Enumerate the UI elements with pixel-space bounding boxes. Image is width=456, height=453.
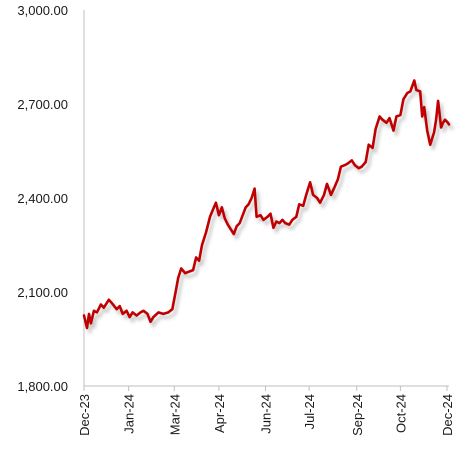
x-tick-label: Apr-24 [212,394,227,433]
x-tick-label: Oct-24 [393,394,408,433]
x-tick-label: Sep-24 [350,394,365,436]
y-tick-label: 2,700.00 [17,97,68,112]
x-tick-label: Jan-24 [122,394,137,434]
y-tick-label: 1,800.00 [17,379,68,394]
series-line [82,79,451,330]
y-tick-label: 2,400.00 [17,191,68,206]
series-line-shadow [85,83,454,334]
series-group [82,79,454,334]
y-tick-label: 3,000.00 [17,3,68,18]
y-axis: 1,800.00 2,100.00 2,400.00 2,700.00 3,000.00 [17,3,85,394]
x-tick-label: Mar-24 [167,394,182,435]
x-tick-label: Jun-24 [259,394,274,434]
x-axis: Dec-23 Jan-24 Mar-24 Apr-24 Jun-24 Jul-24 Sep-… [77,385,455,436]
y-tick-label: 2,100.00 [17,285,68,300]
x-tick-label: Jul-24 [302,394,317,429]
x-tick-label: Dec-24 [440,394,455,436]
x-tick-label: Dec-23 [77,394,92,436]
